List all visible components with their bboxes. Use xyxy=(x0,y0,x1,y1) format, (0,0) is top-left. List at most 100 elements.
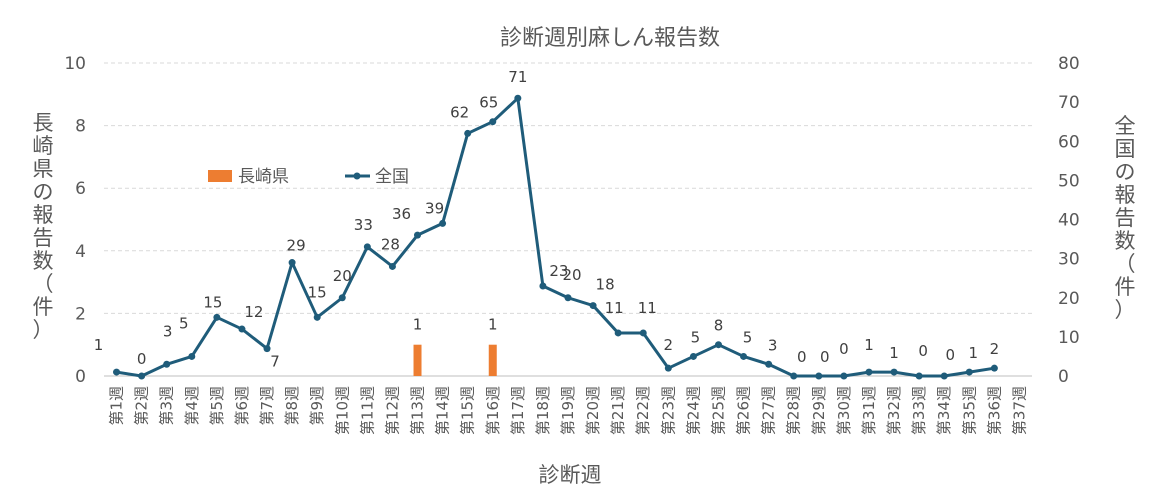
y-tick-label: 10 xyxy=(64,54,86,74)
point-national xyxy=(714,341,722,349)
point-national xyxy=(188,352,196,360)
x-tick-label: 第37週 xyxy=(1010,386,1028,435)
line-data-label: 15 xyxy=(308,283,327,301)
line-data-label: 1 xyxy=(864,336,874,354)
point-national xyxy=(890,368,898,376)
y-tick-label: 0 xyxy=(75,367,86,387)
y-axis-title-right: 全国の報告数（件） xyxy=(1115,114,1136,322)
point-national xyxy=(414,231,422,239)
x-tick-label: 第12週 xyxy=(383,386,401,435)
point-national xyxy=(990,364,998,372)
x-tick-label: 第18週 xyxy=(534,386,552,435)
line-data-label: 18 xyxy=(596,276,615,294)
point-national xyxy=(138,372,146,380)
y-tick-label: 4 xyxy=(75,242,86,262)
line-data-label: 65 xyxy=(479,94,498,112)
chart-title: 診断週別麻しん報告数 xyxy=(500,26,720,51)
y2-tick-label: 20 xyxy=(1058,289,1080,309)
legend: 長崎県 全国 xyxy=(208,167,409,187)
line-data-label: 39 xyxy=(425,199,444,217)
line-data-label: 12 xyxy=(244,303,263,321)
line-data-label: 33 xyxy=(354,216,373,234)
line-data-label: 0 xyxy=(945,346,955,364)
x-tick-label: 第27週 xyxy=(760,386,778,435)
legend-swatch-nagasaki xyxy=(208,170,232,182)
line-data-label: 20 xyxy=(333,267,352,285)
bar-data-label: 1 xyxy=(488,316,498,334)
x-tick-label: 第36週 xyxy=(985,386,1003,435)
line-data-label: 36 xyxy=(392,205,411,223)
point-national xyxy=(539,282,547,290)
x-tick-label: 第11週 xyxy=(358,386,376,435)
x-tick-label: 第17週 xyxy=(509,386,527,435)
series-line-national xyxy=(116,96,995,378)
line-data-label: 62 xyxy=(450,103,469,121)
point-national xyxy=(664,364,672,372)
x-tick-label: 第19週 xyxy=(559,386,577,435)
legend-label-national: 全国 xyxy=(375,167,409,187)
x-tick-label: 第24週 xyxy=(684,386,702,435)
y-tick-label: 2 xyxy=(75,304,86,324)
line-data-label: 0 xyxy=(918,342,928,360)
line-data-label: 0 xyxy=(797,348,807,366)
x-tick-label: 第2週 xyxy=(133,386,151,426)
point-national xyxy=(589,302,597,310)
line-data-label: 7 xyxy=(270,353,280,371)
point-national xyxy=(464,129,472,137)
bar-nagasaki xyxy=(488,344,497,376)
point-national xyxy=(288,259,296,267)
point-national xyxy=(740,352,748,360)
y2-tick-label: 60 xyxy=(1058,132,1080,152)
line-data-label: 1 xyxy=(94,336,104,354)
x-tick-label: 第13週 xyxy=(409,386,427,435)
point-national xyxy=(865,368,873,376)
point-national xyxy=(915,372,923,380)
line-data-label: 71 xyxy=(508,68,527,86)
y2-tick-label: 50 xyxy=(1058,171,1080,191)
point-national xyxy=(965,368,973,376)
point-national xyxy=(790,372,798,380)
x-tick-label: 第23週 xyxy=(659,386,677,435)
x-tick-label: 第25週 xyxy=(709,386,727,435)
line-data-label: 1 xyxy=(889,344,899,362)
x-tick-label: 第16週 xyxy=(484,386,502,435)
x-tick-label: 第31週 xyxy=(860,386,878,435)
line-data-label: 20 xyxy=(562,266,581,284)
x-tick-label: 第20週 xyxy=(584,386,602,435)
y-axis-title-left: 長崎県の報告数（件） xyxy=(33,111,54,342)
x-tick-label: 第9週 xyxy=(308,386,326,426)
point-national xyxy=(765,360,773,368)
x-tick-label: 第30週 xyxy=(835,386,853,435)
legend-marker-national xyxy=(353,172,361,180)
line-data-label: 0 xyxy=(820,348,830,366)
line-data-label: 2 xyxy=(990,340,1000,358)
line-data-label: 29 xyxy=(287,237,306,255)
x-tick-label: 第6週 xyxy=(233,386,251,426)
x-tick-label: 第21週 xyxy=(609,386,627,435)
y2-tick-label: 0 xyxy=(1058,367,1069,387)
point-national xyxy=(163,360,171,368)
line-data-label: 0 xyxy=(839,340,849,358)
y-tick-label: 8 xyxy=(75,117,86,137)
point-national xyxy=(238,325,246,333)
point-national xyxy=(338,294,346,302)
line-data-label: 5 xyxy=(691,328,701,346)
point-national xyxy=(263,345,271,353)
point-national xyxy=(689,352,697,360)
line-data-label: 8 xyxy=(714,317,724,335)
point-national xyxy=(363,243,371,251)
x-tick-label: 第4週 xyxy=(183,386,201,426)
line-data-label: 3 xyxy=(163,322,173,340)
line-data-label: 11 xyxy=(638,299,657,317)
line-data-label: 0 xyxy=(137,350,147,368)
point-national xyxy=(940,372,948,380)
bar-data-label: 1 xyxy=(413,316,423,334)
line-data-label: 28 xyxy=(381,235,400,253)
line-data-label: 23 xyxy=(549,262,568,280)
line-data-label: 3 xyxy=(768,336,778,354)
point-national xyxy=(564,294,572,302)
x-tick-label: 第22週 xyxy=(634,386,652,435)
x-tick-label: 第33週 xyxy=(910,386,928,435)
